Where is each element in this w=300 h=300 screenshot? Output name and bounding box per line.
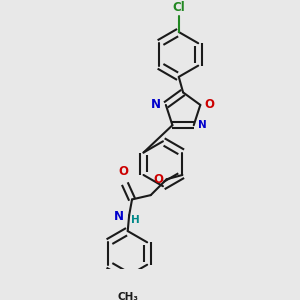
Text: O: O [153, 173, 163, 186]
Text: O: O [118, 165, 128, 178]
Text: N: N [151, 98, 161, 111]
Text: CH₃: CH₃ [117, 292, 138, 300]
Text: N: N [198, 120, 207, 130]
Text: O: O [205, 98, 214, 111]
Text: Cl: Cl [172, 1, 185, 14]
Text: N: N [114, 210, 124, 223]
Text: H: H [131, 215, 140, 225]
